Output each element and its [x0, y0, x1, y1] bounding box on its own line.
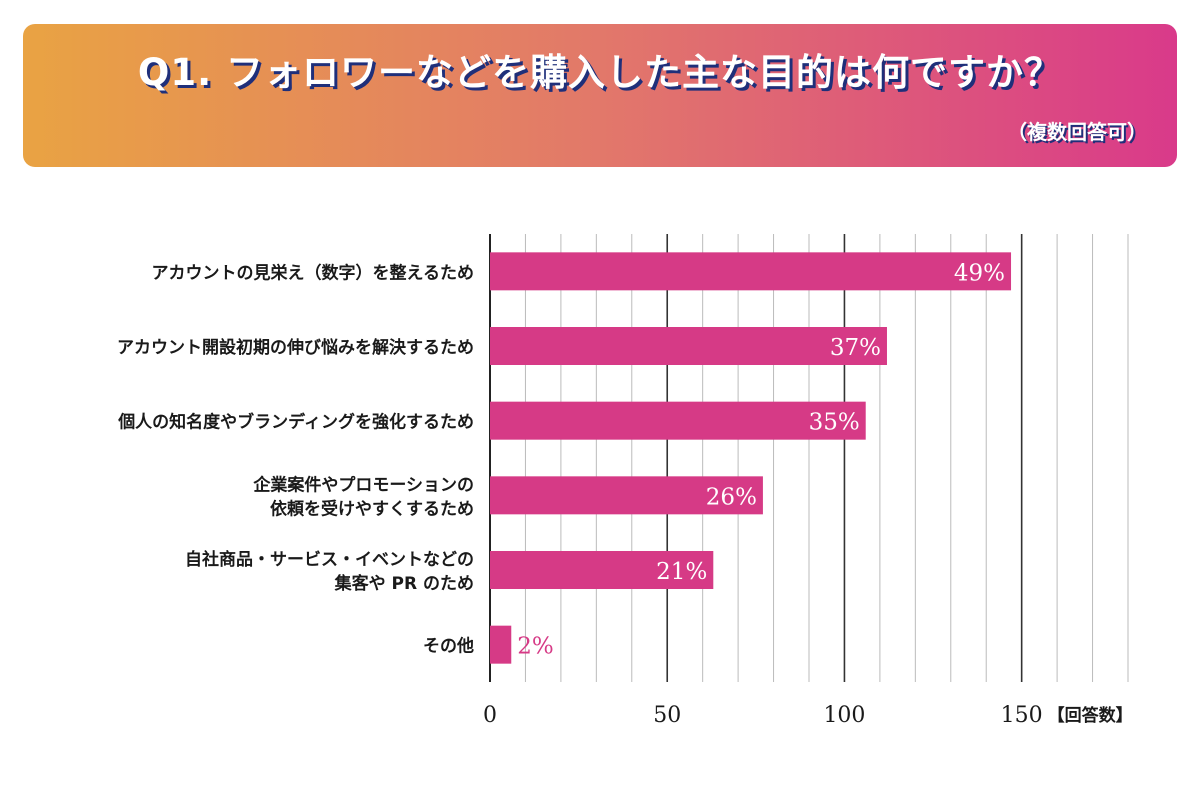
bar — [490, 625, 512, 664]
category-label: 個人の知名度やブランディングを強化するため — [117, 412, 474, 433]
bar-value-label: 49% — [954, 260, 1005, 286]
category-label: アカウント開設初期の伸び悩みを解決するため — [117, 337, 474, 358]
bars: 49% 37% 35% 26% 21% 2% — [490, 252, 1012, 664]
category-label: 集客や PR のため — [334, 573, 474, 594]
bar-value-label: 37% — [830, 335, 881, 361]
x-tick-label: 100 — [823, 703, 865, 728]
bar — [490, 476, 763, 515]
chart-subtitle: （複数回答可） — [1007, 120, 1147, 144]
bar-value-label: 35% — [809, 410, 860, 436]
category-label: 自社商品・サービス・イベントなどの — [185, 549, 474, 570]
x-tick-label: 0 — [483, 703, 497, 728]
x-tick-label: 50 — [653, 703, 681, 728]
x-axis-label: 【回答数】 — [1048, 705, 1133, 726]
bar-value-label: 2% — [517, 634, 554, 660]
category-label: アカウントの見栄え（数字）を整えるため — [152, 262, 475, 283]
category-label: その他 — [423, 636, 474, 657]
bar — [490, 327, 887, 365]
bar — [490, 551, 714, 589]
title-banner: Q1. フォロワーなどを購入した主な目的は何ですか？ （複数回答可） — [23, 24, 1177, 167]
category-label: 企業案件やプロモーションの — [252, 474, 474, 495]
bar — [490, 401, 866, 440]
category-label: 依頼を受けやすくするため — [270, 498, 474, 519]
category-labels: アカウントの見栄え（数字）を整えるためアカウント開設初期の伸び悩みを解決するため… — [117, 262, 474, 656]
chart-title: Q1. フォロワーなどを購入した主な目的は何ですか？ — [137, 51, 1063, 94]
bar — [490, 252, 1012, 291]
bar-value-label: 21% — [656, 559, 707, 585]
x-tick-label: 150 — [1001, 703, 1043, 728]
grid-lines — [489, 234, 1129, 682]
x-tick-labels: 0 50 100 150 【回答数】 — [483, 703, 1133, 728]
bar-value-label: 26% — [706, 484, 757, 510]
